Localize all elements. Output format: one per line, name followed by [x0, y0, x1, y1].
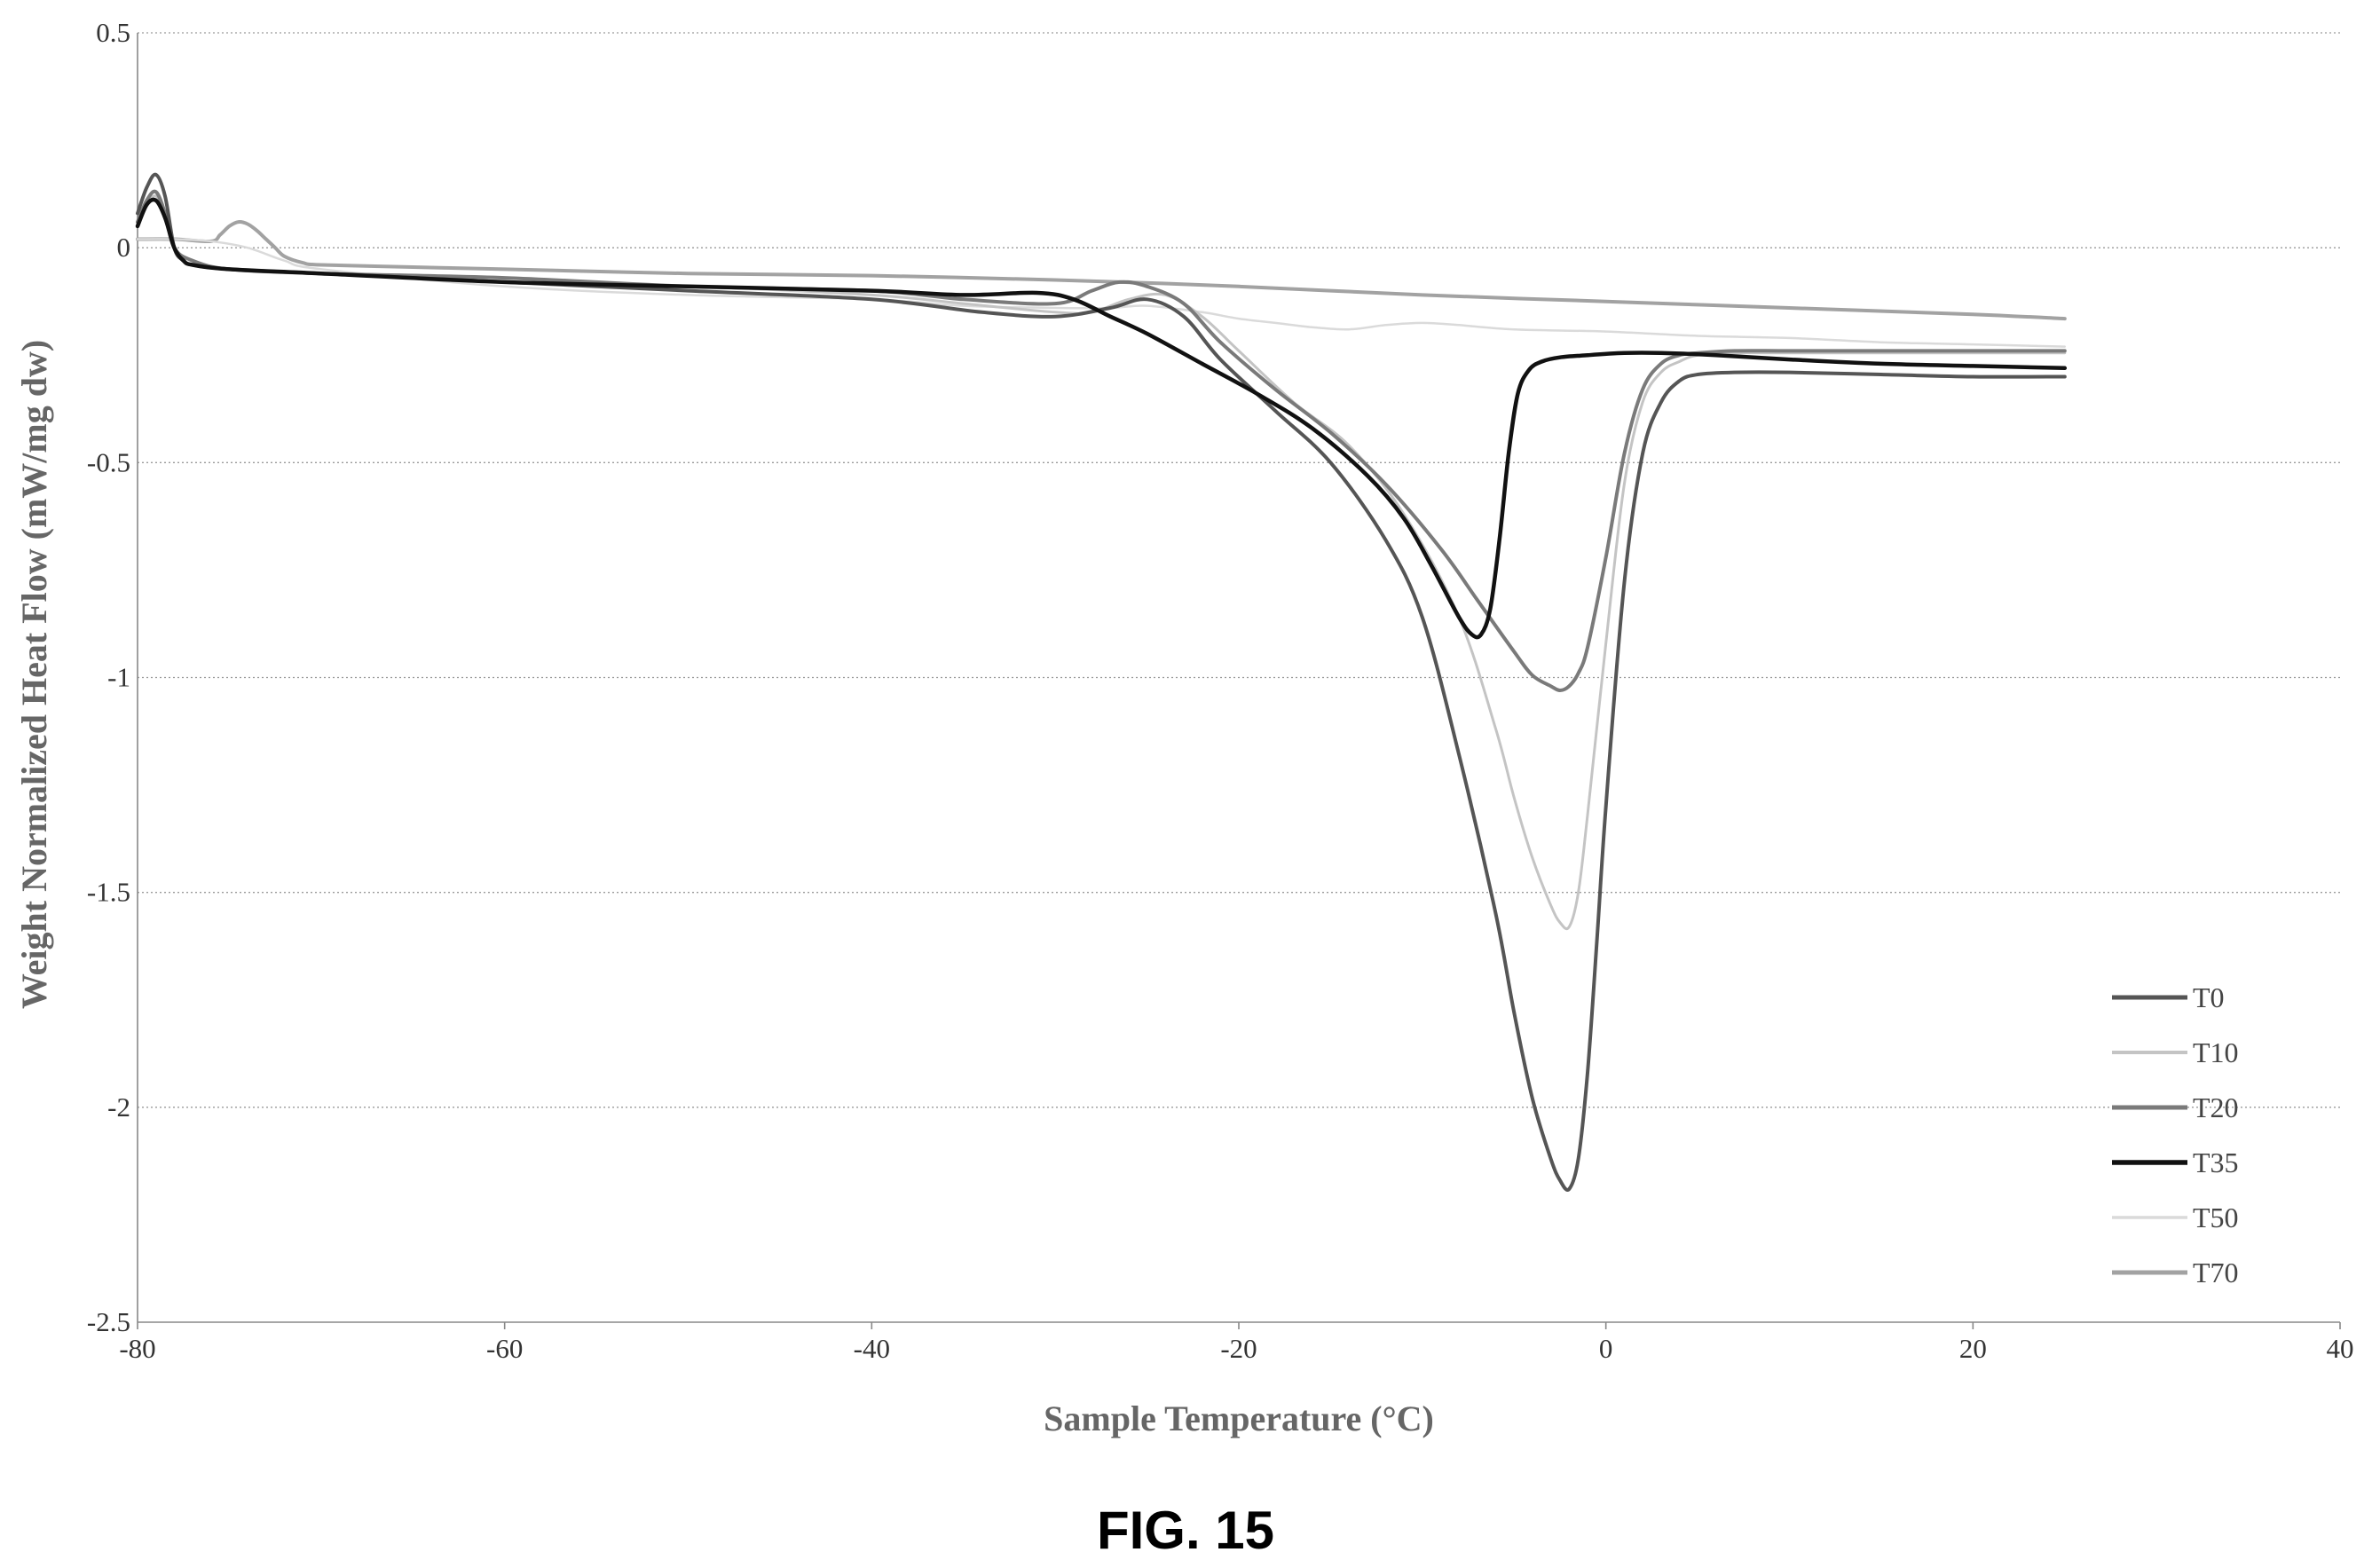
- y-tick-label: 0: [117, 232, 131, 263]
- x-axis-title: Sample Temperature (°C): [1044, 1399, 1434, 1438]
- legend-label: T70: [2193, 1257, 2239, 1288]
- x-tick-label: -40: [854, 1333, 890, 1364]
- legend-label: T50: [2193, 1202, 2239, 1233]
- y-tick-label: -2.5: [87, 1306, 130, 1337]
- y-tick-label: -1: [107, 662, 130, 693]
- x-tick-label: -60: [486, 1333, 523, 1364]
- legend-label: T35: [2193, 1146, 2239, 1178]
- x-tick-label: 0: [1599, 1333, 1613, 1364]
- series-line-t35: [135, 197, 2068, 640]
- y-tick-labels: 0.5 0 -0.5 -1 -1.5 -2 -2.5: [87, 17, 130, 1337]
- figure-caption: FIG. 15: [1097, 1501, 1274, 1560]
- legend-label: T0: [2193, 981, 2225, 1013]
- y-tick-label: 0.5: [96, 17, 130, 48]
- legend-label: T20: [2193, 1091, 2239, 1123]
- legend-label: T10: [2193, 1036, 2239, 1068]
- x-tick-label: 40: [2327, 1333, 2354, 1364]
- gridlines: [138, 32, 2340, 1108]
- series-line-t50: [136, 238, 2067, 348]
- y-tick-label: -0.5: [87, 446, 130, 477]
- series-line-t0: [136, 172, 2067, 1192]
- x-tick-labels: -80 -60 -40 -20 0 20 40: [119, 1322, 2354, 1364]
- legend: T0 T10 T20 T35 T50 T70: [2112, 981, 2239, 1288]
- x-tick-label: -80: [119, 1333, 155, 1364]
- series-line-t70: [136, 220, 2067, 321]
- plot-series: [135, 172, 2068, 1192]
- x-tick-label: -20: [1220, 1333, 1257, 1364]
- x-tick-label: 20: [1959, 1333, 1987, 1364]
- y-tick-label: -2: [107, 1091, 130, 1123]
- y-axis-title: Weight Normalized Heat Flow (mW/mg dw): [14, 340, 54, 1009]
- y-tick-label: -1.5: [87, 877, 130, 908]
